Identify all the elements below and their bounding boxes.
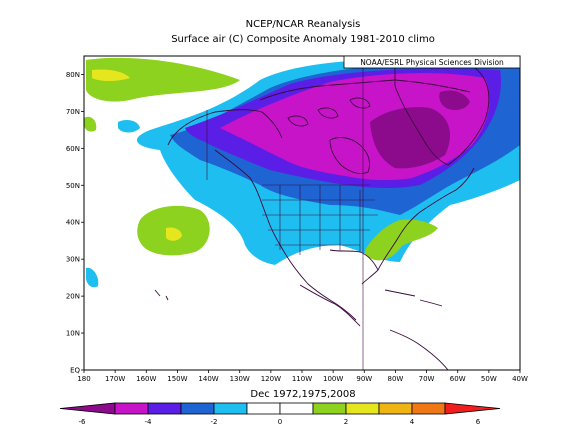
lat-tick-label: 20N — [66, 293, 80, 301]
lon-tick-label: 100W — [323, 375, 343, 383]
contour-neg-5 — [370, 107, 450, 169]
figure-subtitle: Surface air (C) Composite Anomaly 1981-2… — [171, 34, 435, 45]
contour-pos-pac-inner — [166, 227, 182, 241]
coast-islands — [287, 97, 371, 127]
figure-title: NCEP/NCAR Reanalysis — [246, 19, 361, 30]
coast-hudson — [329, 137, 371, 175]
lon-tick-label: 160W — [136, 375, 156, 383]
lat-tick-label: 30N — [66, 256, 80, 264]
colorbar-swatch — [312, 402, 347, 415]
colorbar-tick-label: 4 — [410, 418, 415, 426]
lon-tick-label: 150W — [167, 375, 187, 383]
lon-tick-label: 180 — [77, 375, 90, 383]
lat-tick-label: 10N — [66, 330, 80, 338]
lon-tick-label: 80W — [388, 375, 404, 383]
colorbar-tick-label: -6 — [79, 418, 87, 426]
credit-label: NOAA/ESRL Physical Sciences Division — [360, 58, 504, 67]
colorbar-tick-label: 0 — [278, 418, 282, 426]
coast-hawaii — [154, 289, 169, 301]
lon-tick-label: 120W — [261, 375, 281, 383]
lon-tick-label: 130W — [230, 375, 250, 383]
contour-neg-small-ak — [118, 120, 140, 133]
contour-pos-nw — [86, 57, 240, 102]
lat-tick-label: 50N — [66, 182, 80, 190]
coast-gulf — [329, 249, 379, 285]
date-caption: Dec 1972,1975,2008 — [250, 389, 355, 400]
lat-tick-label: EQ — [70, 367, 80, 375]
lon-tick-label: 140W — [198, 375, 218, 383]
colorbar-tick-label: -4 — [145, 418, 153, 426]
lon-tick-label: 170W — [105, 375, 125, 383]
land-outlines — [154, 62, 490, 370]
coast-caribbean — [384, 289, 443, 307]
lat-tick-label: 70N — [66, 108, 80, 116]
lon-tick-label: 40W — [512, 375, 528, 383]
lon-tick-label: 70W — [419, 375, 435, 383]
contour-pos-nw-inner — [92, 69, 130, 81]
colorbar-swatch — [345, 402, 380, 415]
coast-mexico — [299, 284, 361, 327]
colorbar-swatch — [246, 402, 281, 415]
coast-east — [377, 167, 475, 271]
map-panel: NOAA/ESRL Physical Sciences Division EQ1… — [66, 55, 528, 383]
colorbar-tick-label: 2 — [344, 418, 348, 426]
lat-tick-label: 40N — [66, 219, 80, 227]
state-boundaries — [262, 184, 378, 255]
coast-samerica — [389, 329, 449, 370]
coast-arctic — [259, 79, 471, 101]
contour-pos-east — [364, 219, 438, 261]
contour-neg-small-pac — [86, 267, 99, 288]
colorbar-swatch — [147, 402, 182, 415]
lon-tick-label: 90W — [356, 375, 372, 383]
contour-pos-nw-small — [84, 116, 97, 132]
lat-tick-label: 80N — [66, 71, 80, 79]
coast-west — [214, 149, 357, 321]
colorbar-swatch — [411, 402, 446, 415]
colorbar-swatch — [180, 402, 215, 415]
lat-tick-label: 60N — [66, 145, 80, 153]
colorbar-swatch — [59, 402, 116, 415]
contour-neg-5b — [439, 90, 470, 110]
colorbar-tick-label: 6 — [476, 418, 481, 426]
coast-alaska — [167, 109, 283, 146]
colorbar-tick-label: -2 — [211, 418, 218, 426]
colorbar-swatch — [378, 402, 413, 415]
credit-box — [343, 55, 521, 69]
lat-axis: EQ 10N 20N 30N 40N 50N 60N 70N 80N — [66, 71, 84, 375]
colorbar-swatch — [444, 402, 501, 415]
lon-tick-label: 60W — [450, 375, 466, 383]
colorbar-swatch — [114, 402, 149, 415]
colorbar-swatch — [213, 402, 248, 415]
colorbar-swatch — [279, 402, 314, 415]
lon-tick-label: 50W — [481, 375, 497, 383]
lon-axis: 180 170W 160W 150W 140W 130W 120W 110W 100W 90W 80… — [77, 370, 528, 383]
lon-tick-label: 110W — [292, 375, 312, 383]
colorbar: -6 -4 -2 0 2 4 6 — [59, 402, 501, 426]
